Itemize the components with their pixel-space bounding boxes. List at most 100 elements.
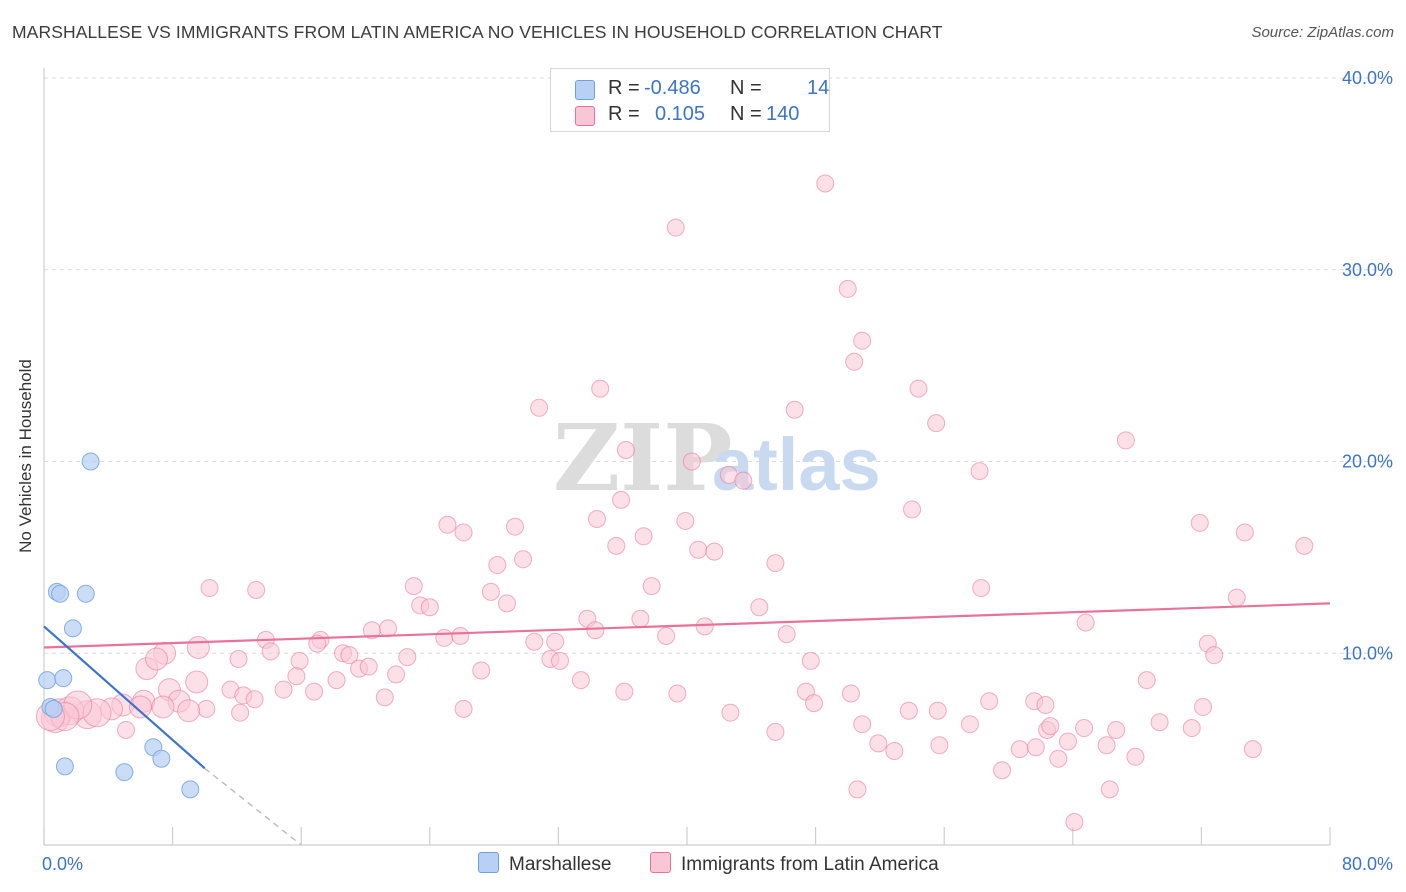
legend-n-label: N = (730, 103, 762, 125)
data-point-latin-america (930, 736, 949, 755)
data-point-latin-america (903, 500, 922, 519)
data-point-latin-america (530, 398, 549, 417)
data-point-latin-america (1190, 513, 1209, 532)
data-point-latin-america (1182, 719, 1201, 738)
y-tick-label: 10.0% (1342, 643, 1393, 663)
data-point-latin-america (766, 554, 785, 573)
data-point-latin-america (587, 510, 606, 529)
data-point-latin-america (200, 579, 219, 598)
data-point-latin-america (1227, 588, 1246, 607)
watermark-atlas: atlas (712, 423, 881, 506)
data-point-latin-america (642, 577, 661, 596)
data-point-latin-america (177, 699, 201, 723)
data-point-latin-america (869, 734, 888, 753)
data-point-latin-america (785, 400, 804, 419)
watermark-zip: ZIP (553, 404, 732, 512)
data-point-marshallese (181, 780, 200, 799)
source-label: Source: ZipAtlas.com (1251, 24, 1394, 41)
y-tick-label: 30.0% (1342, 260, 1393, 280)
data-point-latin-america (186, 635, 210, 659)
data-point-latin-america (398, 648, 417, 667)
trend-lines (43, 602, 1331, 846)
data-point-latin-america (689, 540, 708, 559)
bottom-legend-label: Immigrants from Latin America (681, 854, 939, 875)
data-point-latin-america (666, 218, 685, 237)
data-point-latin-america (1205, 646, 1224, 665)
x-tick-label: 0.0% (42, 854, 83, 874)
data-point-latin-america (116, 720, 135, 739)
data-point-latin-america (327, 671, 346, 690)
data-point-marshallese (76, 584, 95, 603)
data-point-latin-america (514, 550, 533, 569)
data-point-latin-america (1041, 717, 1060, 736)
trend-line-marshallese-extension (204, 767, 302, 846)
data-point-latin-america (525, 632, 544, 651)
data-point-latin-america (229, 650, 248, 669)
data-point-latin-america (668, 684, 687, 703)
data-point-latin-america (571, 671, 590, 690)
data-point-latin-america (274, 680, 293, 699)
data-point-marshallese (54, 669, 73, 688)
data-point-latin-america (245, 690, 264, 709)
data-point-latin-america (705, 542, 724, 561)
data-point-latin-america (586, 621, 605, 640)
data-point-latin-america (151, 695, 175, 719)
bottom-legend-marshallese: Marshallese (478, 852, 611, 876)
data-point-latin-america (1295, 536, 1314, 555)
data-point-latin-america (591, 379, 610, 398)
legend-swatch-blue (575, 80, 595, 100)
data-point-latin-america (435, 628, 454, 647)
data-point-latin-america (853, 715, 872, 734)
data-point-latin-america (1058, 732, 1077, 751)
data-point-latin-america (816, 174, 835, 193)
data-point-marshallese (51, 584, 70, 603)
y-tick-label: 20.0% (1342, 452, 1393, 472)
data-point-latin-america (838, 279, 857, 298)
data-point-latin-america (750, 598, 769, 617)
data-point-latin-america (290, 651, 309, 670)
data-point-latin-america (472, 661, 491, 680)
data-point-marshallese (38, 671, 57, 690)
bottom-legend-label: Marshallese (509, 854, 612, 875)
data-point-latin-america (801, 651, 820, 670)
data-point-latin-america (766, 722, 785, 741)
data-point-latin-america (379, 619, 398, 638)
gridlines (44, 77, 1395, 654)
series-marshallese (38, 452, 200, 799)
data-point-latin-america (420, 598, 439, 617)
data-point-latin-america (454, 699, 473, 718)
legend-n-value: 140 (766, 103, 800, 125)
data-point-latin-america (546, 632, 565, 651)
data-point-latin-america (734, 471, 753, 490)
data-point-latin-america (1049, 749, 1068, 768)
data-point-latin-america (676, 511, 695, 530)
legend-n-value: 14 (807, 77, 830, 99)
data-point-latin-america (1036, 696, 1055, 715)
data-point-latin-america (993, 761, 1012, 780)
correlation-legend: R = -0.486 N = 14 R = 0.105 N = 140 (550, 68, 830, 132)
data-point-latin-america (970, 462, 989, 481)
data-point-marshallese (81, 452, 100, 471)
data-point-latin-america (885, 742, 904, 761)
data-point-latin-america (1065, 812, 1084, 831)
data-point-latin-america (340, 646, 359, 665)
data-point-latin-america (481, 582, 500, 601)
data-point-latin-america (1243, 740, 1262, 759)
data-point-latin-america (845, 352, 864, 371)
chart-title: MARSHALLESE VS IMMIGRANTS FROM LATIN AME… (12, 22, 943, 42)
bottom-legend-swatch-pink (650, 852, 671, 873)
trend-line-marshallese (43, 625, 206, 770)
data-point-latin-america (287, 667, 306, 686)
data-point-latin-america (1137, 671, 1156, 690)
data-point-latin-america (657, 626, 676, 645)
tick-labels: 10.0% 20.0% 30.0% 40.0% 0.0% 80.0% (42, 68, 1393, 874)
data-point-latin-america (1010, 740, 1029, 759)
data-point-latin-america (682, 452, 701, 471)
data-point-latin-america (1116, 431, 1135, 450)
data-point-latin-america (128, 695, 152, 719)
data-point-latin-america (1097, 736, 1116, 755)
data-point-latin-america (375, 688, 394, 707)
data-point-latin-america (1026, 738, 1045, 757)
data-point-latin-america (607, 536, 626, 555)
